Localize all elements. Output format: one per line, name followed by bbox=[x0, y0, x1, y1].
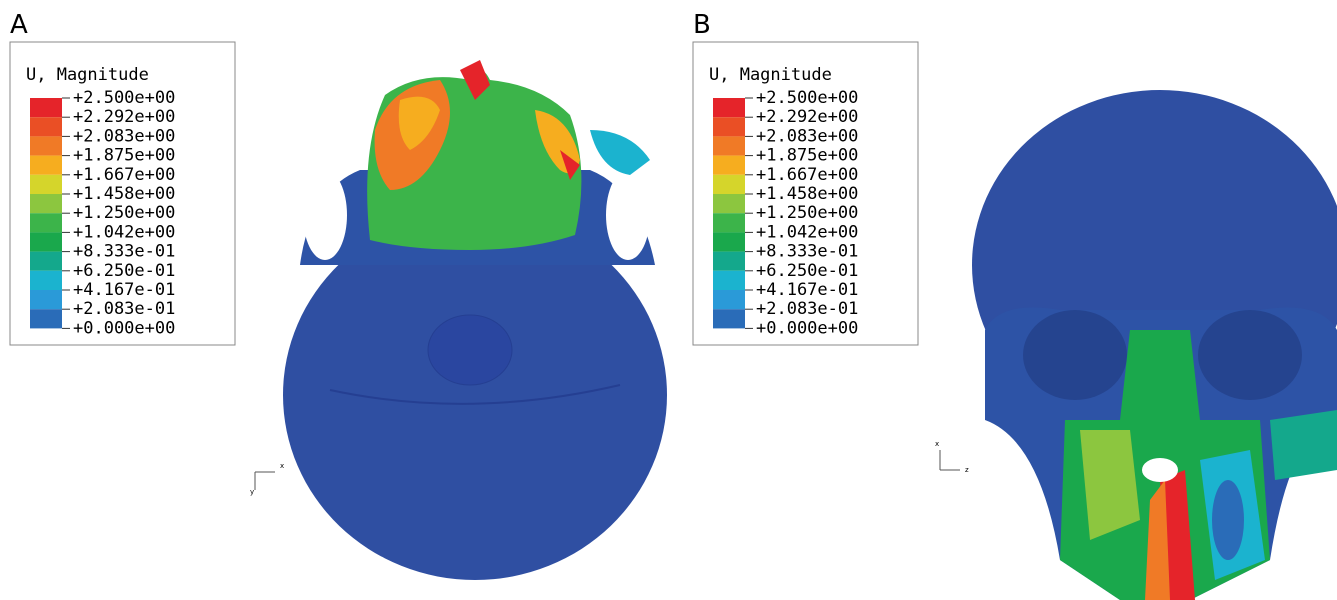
legend-swatch bbox=[30, 136, 62, 155]
legend-swatch bbox=[713, 213, 745, 232]
legend-label: +1.250e+00 bbox=[756, 203, 858, 223]
legend-label: +8.333e-01 bbox=[756, 242, 858, 262]
legend-label: +2.500e+00 bbox=[73, 88, 175, 108]
legend-label: +8.333e-01 bbox=[73, 242, 175, 262]
triad-label: z bbox=[965, 466, 969, 474]
legend-swatch bbox=[713, 232, 745, 251]
legend-swatch bbox=[713, 309, 745, 328]
legend-label: +1.458e+00 bbox=[73, 184, 175, 204]
legend-swatch bbox=[713, 194, 745, 213]
panel-label: B bbox=[693, 10, 711, 40]
legend-label: +4.167e-01 bbox=[73, 280, 175, 300]
legend-label: +1.042e+00 bbox=[756, 222, 858, 242]
legend-swatch bbox=[713, 136, 745, 155]
triad-b bbox=[940, 450, 960, 470]
figure: AU, Magnitude+2.500e+00+2.292e+00+2.083e… bbox=[0, 0, 1337, 600]
legend-label: +1.875e+00 bbox=[756, 146, 858, 166]
panel-label: A bbox=[10, 10, 28, 40]
legend-swatch bbox=[30, 98, 62, 117]
legend-label: +1.667e+00 bbox=[756, 165, 858, 185]
legend-label: +2.500e+00 bbox=[756, 88, 858, 108]
triad-label: x bbox=[280, 462, 284, 470]
legend-swatch bbox=[713, 290, 745, 309]
legend-swatch bbox=[30, 156, 62, 175]
legend-title: U, Magnitude bbox=[709, 65, 832, 85]
legend-swatch bbox=[713, 98, 745, 117]
legend-swatch bbox=[30, 309, 62, 328]
legend-label: +1.875e+00 bbox=[73, 146, 175, 166]
legend-label: +0.000e+00 bbox=[73, 318, 175, 338]
legend-swatch bbox=[30, 290, 62, 309]
legend-label: +6.250e-01 bbox=[73, 261, 175, 281]
legend-swatch bbox=[30, 271, 62, 290]
skull-b bbox=[972, 90, 1337, 600]
legend-label: +1.250e+00 bbox=[73, 203, 175, 223]
legend-label: +0.000e+00 bbox=[756, 318, 858, 338]
legend-swatch bbox=[713, 175, 745, 194]
legend-swatch bbox=[30, 194, 62, 213]
legend-label: +6.250e-01 bbox=[756, 261, 858, 281]
triad-label: x bbox=[935, 440, 939, 448]
legend-label: +2.292e+00 bbox=[73, 107, 175, 127]
legend-label: +1.042e+00 bbox=[73, 222, 175, 242]
legend-label: +2.292e+00 bbox=[756, 107, 858, 127]
skull-a bbox=[283, 60, 667, 580]
legend-swatch bbox=[713, 117, 745, 136]
legend-swatch bbox=[30, 232, 62, 251]
legend-label: +1.458e+00 bbox=[756, 184, 858, 204]
legend-swatch bbox=[30, 213, 62, 232]
legend-title: U, Magnitude bbox=[26, 65, 149, 85]
triad-label: y bbox=[250, 488, 254, 496]
legend-label: +2.083e+00 bbox=[73, 126, 175, 146]
legend-label: +4.167e-01 bbox=[756, 280, 858, 300]
legend-swatch bbox=[30, 252, 62, 271]
legend-label: +2.083e+00 bbox=[756, 126, 858, 146]
legend-swatch bbox=[30, 117, 62, 136]
legend-swatch bbox=[30, 175, 62, 194]
triad-a bbox=[255, 472, 275, 490]
legend-label: +2.083e-01 bbox=[756, 299, 858, 319]
legend-label: +2.083e-01 bbox=[73, 299, 175, 319]
legend-swatch bbox=[713, 252, 745, 271]
legend-swatch bbox=[713, 156, 745, 175]
legend-swatch bbox=[713, 271, 745, 290]
legend-label: +1.667e+00 bbox=[73, 165, 175, 185]
